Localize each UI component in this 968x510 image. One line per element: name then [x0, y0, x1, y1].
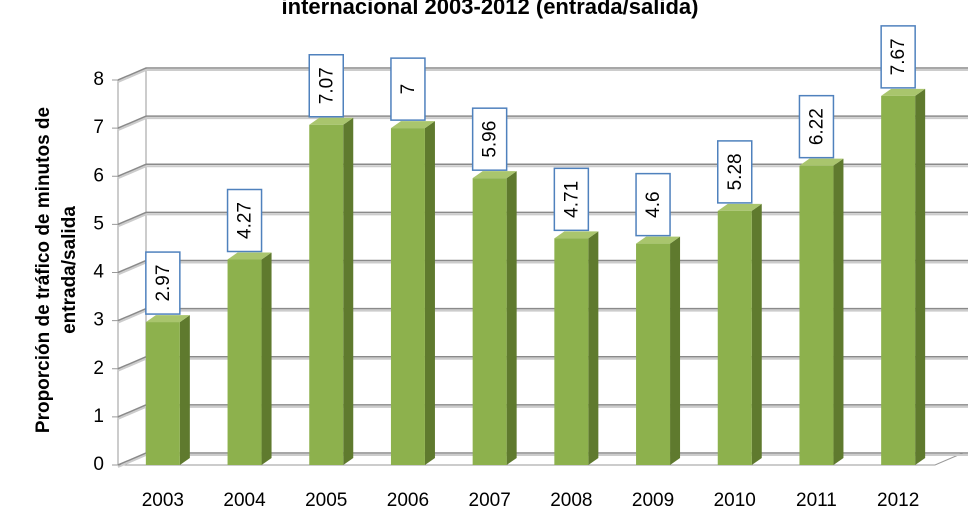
x-tick-label: 2009 — [632, 490, 674, 510]
bar-top — [309, 117, 354, 125]
bar-side — [506, 171, 517, 466]
bar-group — [636, 236, 681, 465]
grid-line — [117, 165, 968, 180]
bar-top — [636, 236, 681, 244]
bar-side — [915, 88, 926, 465]
value-label: 4.27 — [235, 202, 256, 239]
value-label-box — [145, 251, 181, 315]
x-tick-label: 2012 — [877, 490, 919, 510]
value-label: 7.67 — [888, 38, 909, 75]
value-label: 7.07 — [316, 67, 337, 104]
y-tick-label: 3 — [93, 310, 104, 331]
x-tick-label: 2006 — [387, 490, 429, 510]
bar-top — [717, 203, 762, 211]
bar-side — [343, 117, 354, 465]
grid-line — [117, 163, 968, 177]
x-tick-label: 2008 — [550, 490, 592, 510]
x-tick-label: 2010 — [714, 490, 756, 510]
y-tick-label: 4 — [93, 262, 104, 283]
grid-line — [117, 213, 968, 228]
bar-top — [145, 315, 190, 323]
bar — [390, 128, 425, 465]
bar-group — [390, 121, 435, 465]
x-tick-label: 2011 — [796, 490, 837, 510]
x-tick-label: 2004 — [223, 490, 266, 510]
bar-top — [390, 121, 435, 129]
y-tick-label: 8 — [93, 69, 104, 90]
value-label-box — [717, 140, 753, 204]
bar-side — [588, 231, 599, 465]
bar-group — [227, 252, 272, 465]
bar — [636, 243, 671, 465]
y-axis-label: Proporción de tráfico de minutos de — [33, 107, 54, 433]
bar-top — [554, 231, 599, 239]
bar-side — [261, 252, 272, 465]
bar — [309, 124, 344, 465]
value-label-box — [798, 94, 835, 159]
x-tick-label: 2003 — [142, 490, 184, 510]
value-label-box — [553, 167, 590, 232]
bar-group — [472, 171, 517, 466]
value-label: 7 — [398, 84, 419, 95]
bar — [554, 238, 589, 465]
bar — [799, 165, 834, 465]
y-tick-label: 5 — [93, 213, 104, 234]
bar-top — [881, 88, 926, 96]
bar-side — [424, 121, 435, 465]
bar-side — [751, 203, 762, 465]
bar-top — [472, 171, 517, 179]
grid-line — [117, 211, 968, 226]
bar-side — [833, 158, 844, 465]
bar — [472, 178, 507, 466]
value-label: 4.71 — [561, 181, 582, 218]
value-label-box — [880, 25, 916, 89]
bar-top — [227, 252, 272, 260]
y-tick-label: 1 — [93, 406, 104, 427]
y-tick-label: 2 — [93, 358, 104, 379]
bar — [717, 210, 752, 465]
x-tick-label: 2005 — [305, 490, 347, 510]
y-tick-label: 0 — [93, 454, 104, 475]
value-label-box — [308, 54, 344, 118]
value-label: 4.6 — [643, 191, 664, 217]
value-label: 5.96 — [480, 121, 501, 158]
grid-line — [117, 69, 968, 83]
bar-side — [670, 236, 681, 465]
grid-line — [117, 67, 968, 81]
value-label-box — [390, 57, 426, 121]
value-label: 5.28 — [725, 153, 746, 190]
y-tick-label: 7 — [93, 117, 104, 138]
y-axis-label: entrada/salida — [59, 206, 80, 334]
bar-top — [799, 158, 844, 166]
bar-group — [309, 117, 354, 465]
value-label-box — [471, 107, 508, 171]
value-label: 2.97 — [153, 265, 174, 302]
value-label: 6.22 — [806, 108, 827, 145]
value-label-box — [226, 188, 263, 253]
bar — [145, 322, 180, 465]
bar-group — [145, 315, 190, 465]
bar — [881, 95, 916, 465]
value-label-box — [635, 172, 671, 237]
bar-side — [179, 315, 190, 465]
x-tick-label: 2007 — [469, 490, 511, 510]
y-tick-label: 6 — [93, 165, 104, 186]
bar — [227, 259, 262, 465]
bar-group — [717, 203, 762, 465]
grid-line — [117, 115, 968, 129]
bar-group — [799, 158, 844, 465]
bar-group — [554, 231, 599, 465]
chart-title: internacional 2003-2012 (entrada/salida) — [282, 0, 699, 19]
grid-line — [117, 117, 968, 132]
bar-group — [881, 88, 926, 465]
